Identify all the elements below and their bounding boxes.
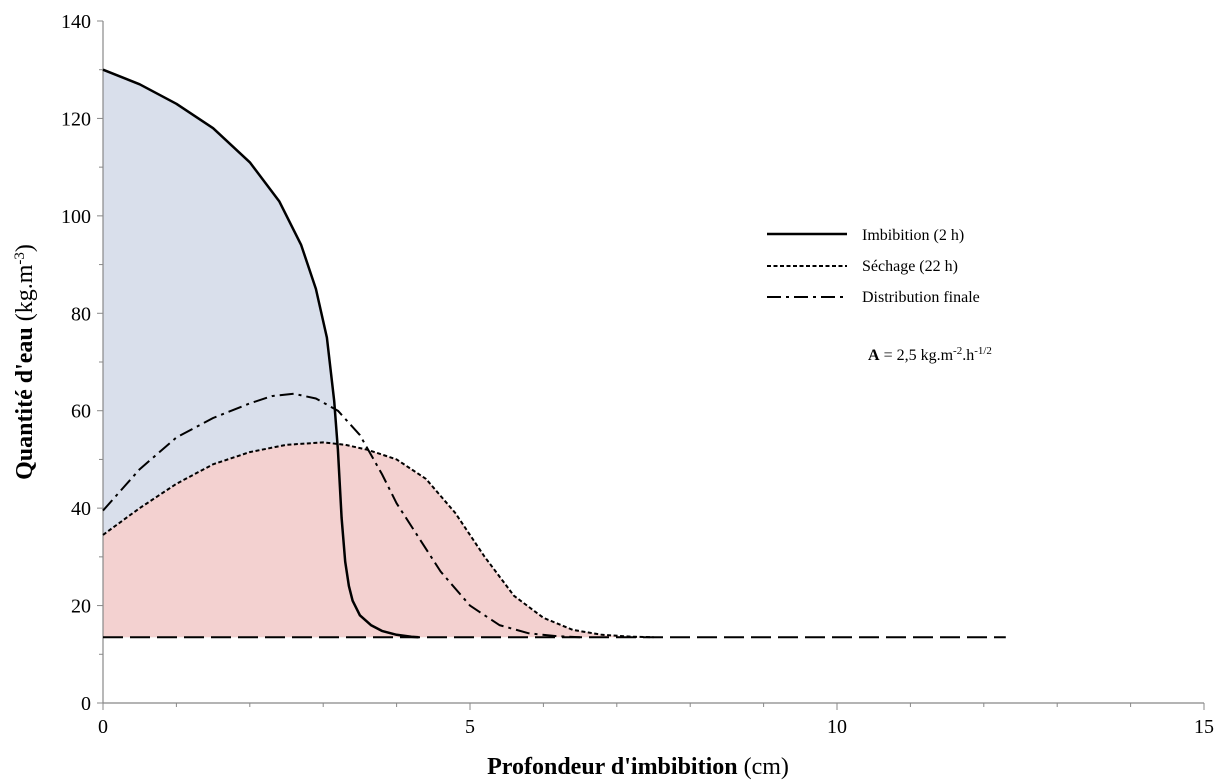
y-tick-label: 40 bbox=[71, 498, 91, 520]
y-tick-label: 140 bbox=[61, 11, 91, 33]
x-tick-label: 5 bbox=[465, 716, 475, 738]
axes bbox=[97, 20, 1205, 710]
y-tick-label: 100 bbox=[61, 206, 91, 228]
series-lines bbox=[102, 68, 1006, 639]
y-tick-label: 0 bbox=[81, 693, 91, 715]
legend-label-distribution: Distribution finale bbox=[862, 289, 980, 306]
legend: Imbibition (2 h) Séchage (22 h) Distribu… bbox=[767, 227, 980, 306]
x-tick-label: 10 bbox=[827, 716, 847, 738]
annotation-absorption-coefficient: A = 2,5 kg.m-2.h-1/2 bbox=[868, 345, 992, 364]
series-line-imbibition bbox=[102, 68, 419, 639]
y-axis-label: Quantité d'eau (kg.m-3) bbox=[12, 244, 38, 480]
y-tick-label: 20 bbox=[71, 596, 91, 618]
series-line-sechage bbox=[102, 441, 654, 639]
legend-label-sechage: Séchage (22 h) bbox=[862, 258, 958, 275]
x-tick-label: 0 bbox=[98, 716, 108, 738]
x-axis-label: Profondeur d'imbibition (cm) bbox=[487, 754, 789, 780]
series-line-distribution-finale bbox=[102, 392, 581, 639]
tick-labels: 0 20 40 60 80 100 120 140 0 5 10 15 bbox=[61, 11, 1214, 738]
x-tick-label: 15 bbox=[1194, 716, 1214, 738]
fill-sechage bbox=[103, 442, 654, 638]
y-tick-label: 80 bbox=[71, 303, 91, 325]
legend-label-imbibition: Imbibition (2 h) bbox=[862, 227, 964, 244]
fill-areas bbox=[103, 69, 654, 638]
y-tick-label: 120 bbox=[61, 108, 91, 130]
y-tick-label: 60 bbox=[71, 401, 91, 423]
